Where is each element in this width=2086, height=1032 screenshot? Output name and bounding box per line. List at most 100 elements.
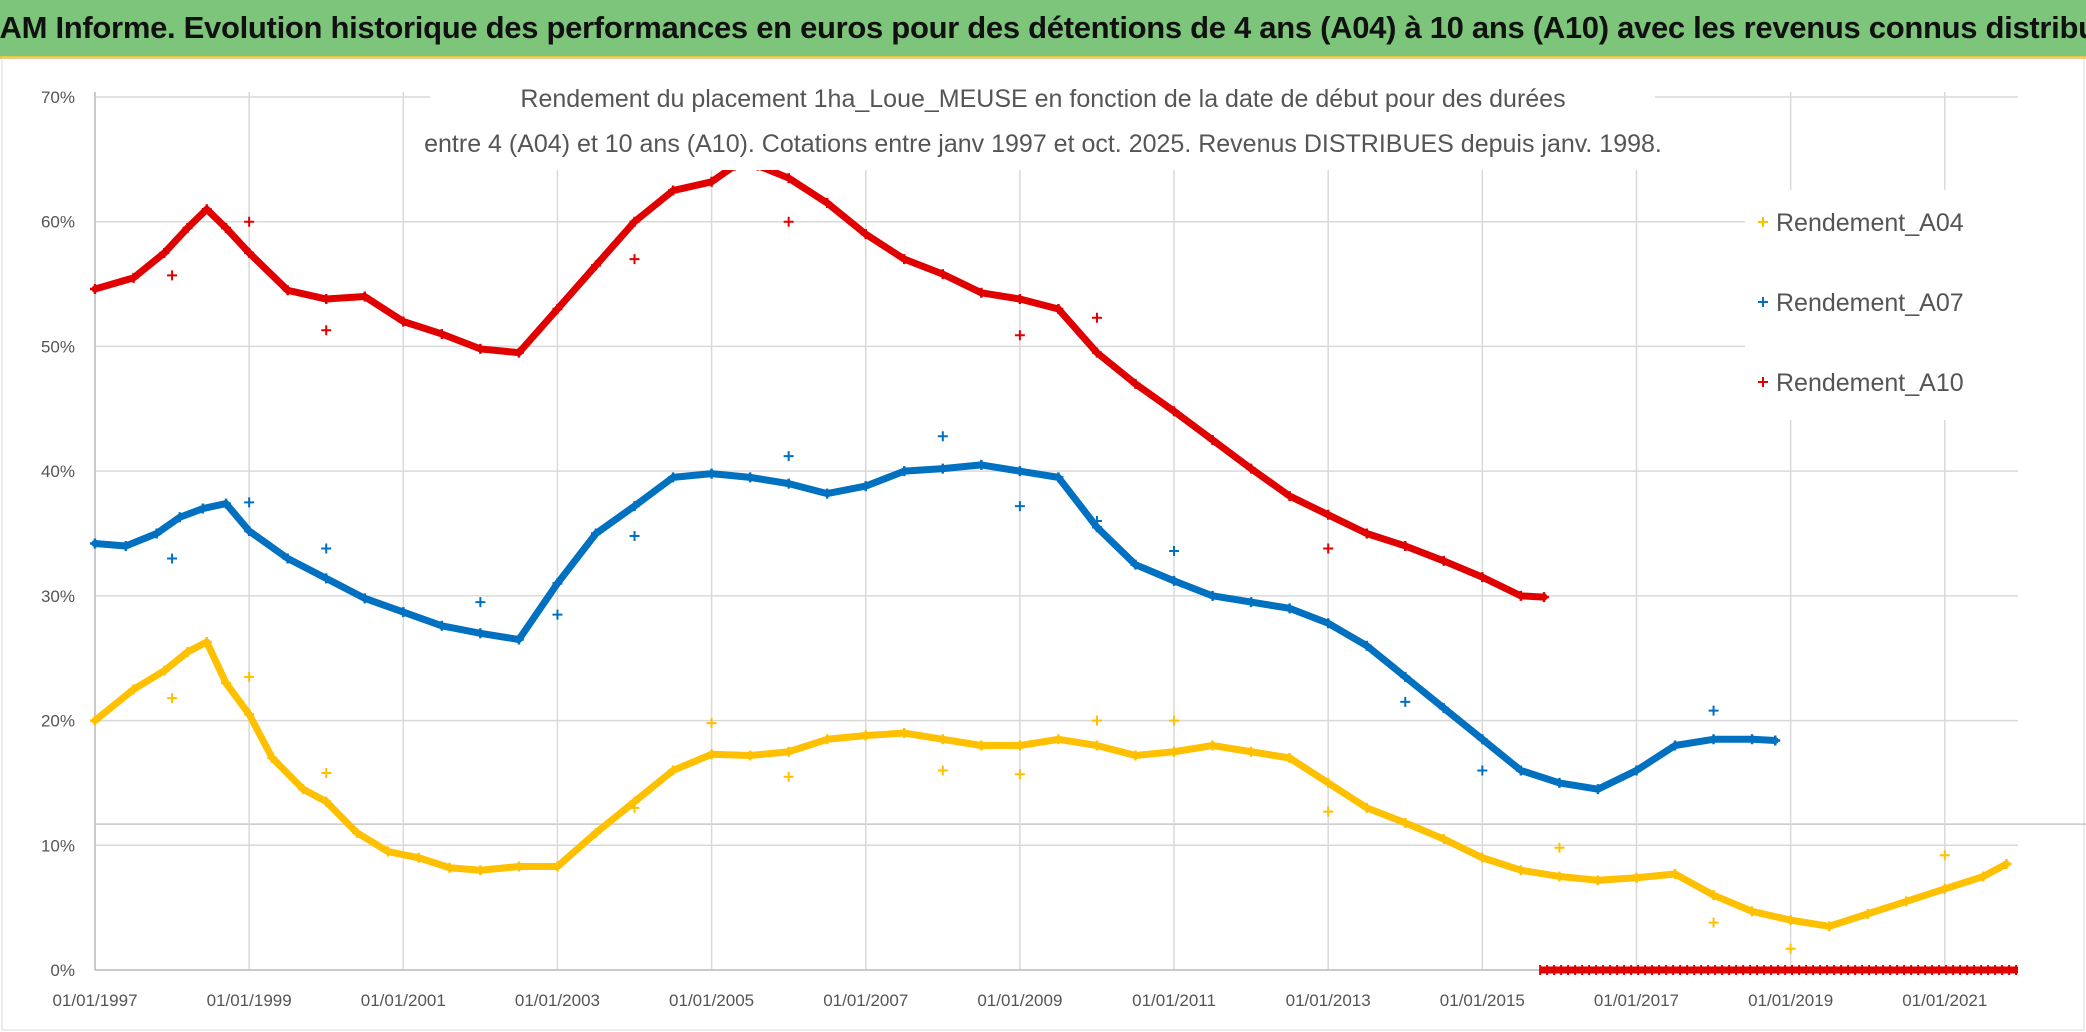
data-point	[1538, 592, 1549, 603]
data-point	[1053, 734, 1064, 745]
outlier-point	[706, 718, 717, 729]
data-point	[1477, 852, 1488, 863]
data-point	[1438, 834, 1449, 845]
x-tick-label: 01/01/2015	[1440, 991, 1525, 1010]
x-tick-label: 01/01/2011	[1132, 991, 1216, 1010]
outlier-point	[629, 802, 640, 813]
outliers-Rendement_A07	[167, 431, 1719, 776]
data-point	[899, 254, 910, 265]
data-point	[1091, 740, 1102, 751]
outlier-point	[783, 771, 794, 782]
outlier-point	[783, 216, 794, 227]
data-point	[552, 578, 563, 589]
data-point	[1400, 671, 1411, 682]
data-point	[1014, 466, 1025, 477]
data-point	[822, 488, 833, 499]
data-point	[1592, 784, 1603, 795]
data-point	[159, 665, 170, 676]
data-point	[1785, 915, 1796, 926]
data-point	[1361, 528, 1372, 539]
data-point	[1400, 817, 1411, 828]
outlier-point	[1323, 806, 1334, 817]
data-point	[976, 287, 987, 298]
data-point	[1130, 378, 1141, 389]
data-point	[899, 466, 910, 477]
data-point	[413, 852, 424, 863]
outlier-point	[1400, 696, 1411, 707]
data-point	[1169, 575, 1180, 586]
x-tick-label: 01/01/2021	[1902, 991, 1987, 1010]
data-point	[1515, 590, 1526, 601]
outlier-point	[1014, 330, 1025, 341]
data-point	[1130, 750, 1141, 761]
outlier-point	[1323, 543, 1334, 554]
data-point	[1438, 703, 1449, 714]
data-point	[1631, 765, 1642, 776]
data-point	[668, 185, 679, 196]
data-point	[321, 796, 332, 807]
data-point	[1939, 883, 1950, 894]
data-point	[1361, 802, 1372, 813]
outlier-point	[321, 543, 332, 554]
data-point	[1747, 734, 1758, 745]
data-point	[1169, 406, 1180, 417]
data-point	[128, 272, 139, 283]
data-point	[1207, 740, 1218, 751]
legend-label: Rendement_A07	[1776, 289, 1964, 317]
outlier-point	[1554, 842, 1565, 853]
outlier-point	[321, 325, 332, 336]
data-point	[1477, 734, 1488, 745]
y-tick-label: 0%	[50, 961, 75, 980]
data-point	[197, 503, 208, 514]
data-point	[629, 216, 640, 227]
data-point	[436, 328, 447, 339]
data-point	[552, 861, 563, 872]
data-point	[1554, 871, 1565, 882]
data-point	[706, 468, 717, 479]
data-point	[822, 198, 833, 209]
y-tick-label: 50%	[41, 337, 75, 356]
data-point	[1515, 765, 1526, 776]
data-point	[201, 637, 212, 648]
data-point	[244, 247, 255, 258]
data-point	[1477, 572, 1488, 583]
data-point	[668, 765, 679, 776]
data-point	[221, 222, 232, 233]
data-point	[1323, 509, 1334, 520]
data-point	[359, 593, 370, 604]
data-point	[90, 715, 100, 726]
data-point	[1053, 472, 1064, 483]
data-point	[475, 865, 486, 876]
data-point	[1091, 347, 1102, 358]
outlier-point	[1708, 705, 1719, 716]
data-point	[860, 481, 871, 492]
outlier-point	[783, 451, 794, 462]
data-point	[244, 526, 255, 537]
data-point	[398, 607, 409, 618]
data-point	[590, 528, 601, 539]
data-point	[1014, 740, 1025, 751]
outlier-point	[244, 671, 255, 682]
legend: Rendement_A04 Rendement_A07 Rendement_A10	[1745, 190, 2025, 420]
x-tick-label: 01/01/2017	[1594, 991, 1679, 1010]
y-tick-label: 70%	[41, 88, 75, 107]
series-Rendement_A10	[90, 160, 1549, 603]
data-point	[1053, 304, 1064, 315]
x-tick-label: 01/01/2013	[1286, 991, 1371, 1010]
y-tick-label: 20%	[41, 712, 75, 731]
page-title: ADAM Informe. Evolution historique des p…	[0, 0, 2086, 59]
outlier-point	[1939, 850, 1950, 861]
data-point	[174, 512, 185, 523]
outliers-Rendement_A10	[167, 216, 1334, 554]
data-point	[1438, 555, 1449, 566]
outlier-point	[937, 431, 948, 442]
data-point	[182, 222, 193, 233]
data-point	[282, 553, 293, 564]
data-point	[976, 740, 987, 751]
data-point	[298, 784, 309, 795]
y-tick-label: 30%	[41, 587, 75, 606]
outlier-point	[167, 553, 178, 564]
data-point	[1978, 871, 1989, 882]
outlier-point	[1708, 917, 1719, 928]
data-point	[552, 304, 563, 315]
